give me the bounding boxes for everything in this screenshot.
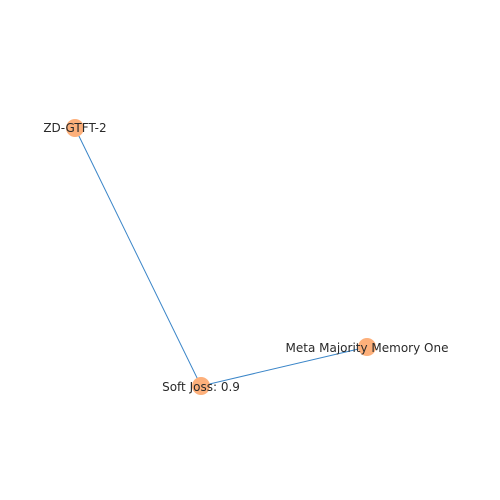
node-circle[interactable] xyxy=(192,377,210,395)
node-circle[interactable] xyxy=(358,338,376,356)
node-zd-gtft-2[interactable]: ZD-GTFT-2 xyxy=(43,119,107,137)
node-label: Soft Joss: 0.9 xyxy=(162,380,240,394)
edge-soft-joss-to-meta-majority xyxy=(200,346,368,387)
node-label: ZD-GTFT-2 xyxy=(43,121,106,135)
node-label: Meta Majority Memory One xyxy=(286,341,449,355)
nodes-layer: ZD-GTFT-2 Soft Joss: 0.9 Meta Majority M… xyxy=(43,119,448,395)
edge-zd-gtft-2-to-soft-joss xyxy=(74,127,202,387)
edges-layer xyxy=(74,127,368,387)
node-circle[interactable] xyxy=(66,119,84,137)
node-meta-majority-memory-one[interactable]: Meta Majority Memory One xyxy=(286,338,449,356)
node-soft-joss[interactable]: Soft Joss: 0.9 xyxy=(162,377,240,395)
